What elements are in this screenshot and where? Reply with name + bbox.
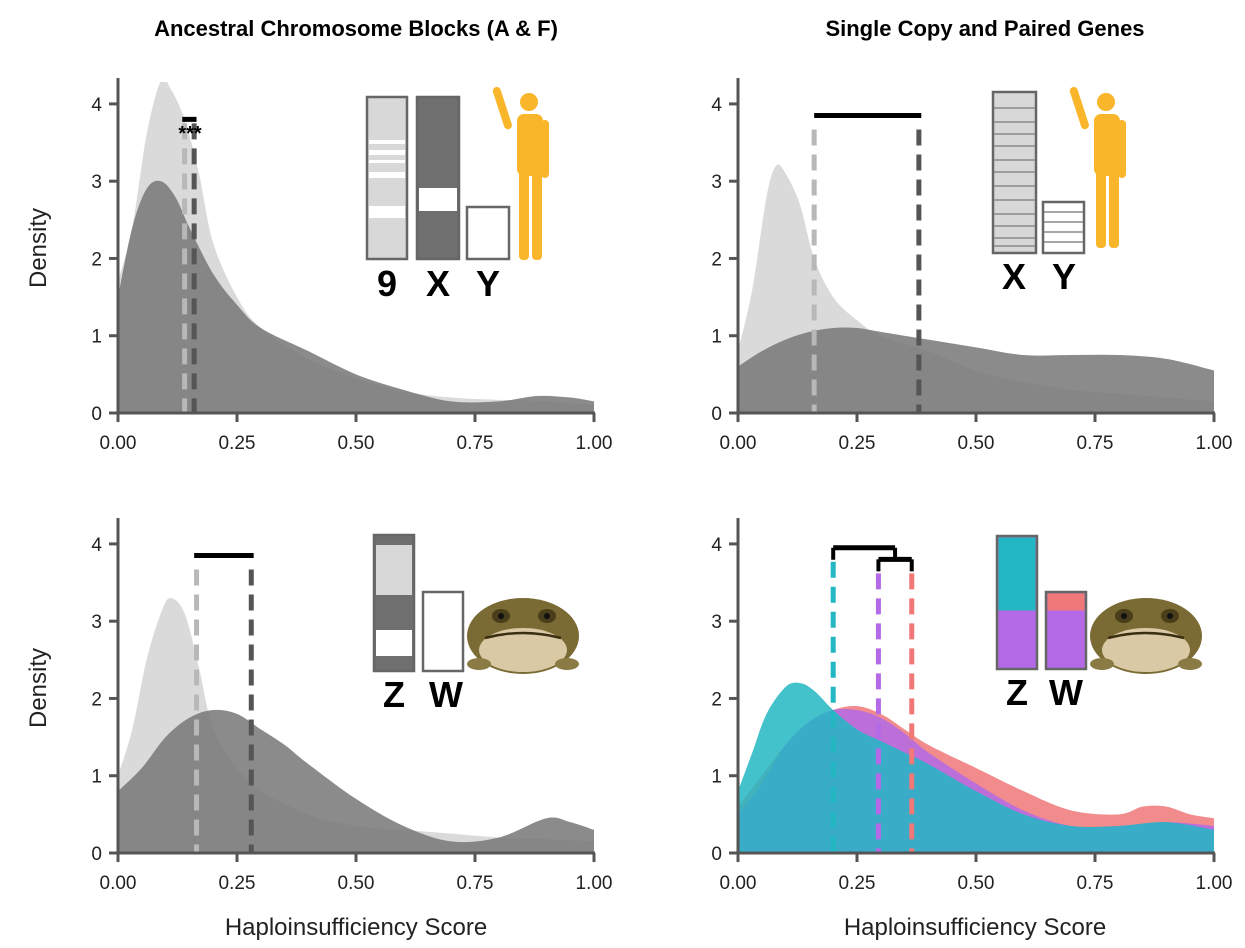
y-tick-label: 3 (711, 172, 722, 193)
human-icon (1069, 86, 1126, 248)
x-tick-label: 1.00 (1196, 873, 1233, 894)
chrom-label-y: Y (476, 263, 500, 304)
y-tick-label: 2 (91, 249, 102, 270)
y-tick-label: 4 (711, 95, 722, 116)
chrom-label-x: X (426, 263, 450, 304)
y-tick-label: 0 (91, 844, 102, 865)
x-tick-label: 0.25 (839, 873, 876, 894)
y-tick-label: 1 (711, 327, 722, 348)
y-tick-label: 2 (711, 689, 722, 710)
x-tick-label: 0.75 (457, 433, 494, 454)
x-tick-label: 0.00 (100, 873, 137, 894)
density-area-2 (118, 180, 594, 413)
chromosome-z (372, 533, 416, 673)
x-tick-label: 0.75 (1077, 873, 1114, 894)
x-tick-label: 0.50 (338, 433, 375, 454)
x-tick-label: 1.00 (576, 873, 613, 894)
panel-bottom-right: 0.00 0.25 0.50 0.75 1.00 0 1 2 3 4 (711, 518, 1232, 894)
frog-icon (467, 598, 579, 674)
panel-top-left: 0.00 0.25 0.50 0.75 1.00 0 1 2 3 4 (91, 78, 612, 454)
chromosome-inset-bottom-right: Z W (995, 534, 1202, 713)
chrom-label-z-right: Z (1006, 672, 1028, 713)
chromosome-inset-bottom-left: Z W (372, 533, 579, 715)
chrom-label-z: Z (383, 674, 405, 715)
y-tick-label: 3 (91, 172, 102, 193)
y-tick-label: 0 (711, 844, 722, 865)
chromosome-x (415, 95, 461, 261)
density-area-3 (738, 682, 1214, 853)
chrom-label-9: 9 (377, 263, 397, 304)
y-tick-label: 1 (711, 767, 722, 788)
y-tick-label: 0 (91, 404, 102, 425)
chromosome-y-striped (1041, 200, 1086, 255)
y-axis-label-bottom: Density (25, 648, 52, 728)
y-tick-label: 2 (711, 249, 722, 270)
density-area-2 (738, 327, 1214, 413)
chromosome-z-colored (995, 534, 1039, 671)
x-tick-label: 0.75 (457, 873, 494, 894)
panel-title-left: Ancestral Chromosome Blocks (A & F) (154, 16, 558, 41)
y-tick-label: 4 (91, 535, 102, 556)
chromosome-x-striped (991, 90, 1038, 255)
chromosome-y (465, 205, 511, 261)
y-tick-label: 4 (91, 95, 102, 116)
x-tick-label: 1.00 (1196, 433, 1233, 454)
y-tick-label: 4 (711, 535, 722, 556)
x-tick-label: 0.25 (219, 873, 256, 894)
y-tick-label: 2 (91, 689, 102, 710)
y-tick-label: 0 (711, 404, 722, 425)
y-tick-label: 1 (91, 767, 102, 788)
chromosome-9 (365, 95, 409, 261)
x-axis-label-left: Haploinsufficiency Score (225, 914, 487, 941)
y-tick-label: 1 (91, 327, 102, 348)
chromosome-inset-top-left: 9 X Y (365, 86, 549, 304)
x-tick-label: 0.00 (100, 433, 137, 454)
x-tick-label: 1.00 (576, 433, 613, 454)
chromosome-w-colored (1044, 590, 1088, 671)
y-tick-label: 3 (711, 612, 722, 633)
human-icon (492, 86, 549, 260)
x-tick-label: 0.50 (958, 873, 995, 894)
frog-icon (1090, 598, 1202, 674)
chrom-label-w-right: W (1049, 672, 1083, 713)
y-axis-label-top: Density (25, 208, 52, 288)
panel-bottom-left: 0.00 0.25 0.50 0.75 1.00 0 1 2 3 4 (91, 518, 612, 894)
x-tick-label: 0.25 (219, 433, 256, 454)
chrom-label-w: W (429, 674, 463, 715)
panel-top-right: 0.00 0.25 0.50 0.75 1.00 0 1 2 3 4 (711, 78, 1232, 454)
chromosome-inset-top-right: X Y (991, 86, 1126, 297)
x-tick-label: 0.75 (1077, 433, 1114, 454)
x-tick-label: 0.50 (338, 873, 375, 894)
x-axis-label-right: Haploinsufficiency Score (844, 914, 1106, 941)
x-tick-label: 0.50 (958, 433, 995, 454)
significance-stars: *** (178, 123, 202, 145)
significance-bracket-2 (876, 556, 914, 572)
chromosome-w (421, 590, 465, 673)
x-tick-label: 0.00 (720, 433, 757, 454)
x-tick-label: 0.00 (720, 873, 757, 894)
density-area-2 (118, 709, 594, 853)
panel-title-right: Single Copy and Paired Genes (825, 16, 1144, 41)
y-tick-label: 3 (91, 612, 102, 633)
chrom-label-x-right: X (1002, 256, 1026, 297)
chrom-label-y-right: Y (1052, 256, 1076, 297)
x-tick-label: 0.25 (839, 433, 876, 454)
